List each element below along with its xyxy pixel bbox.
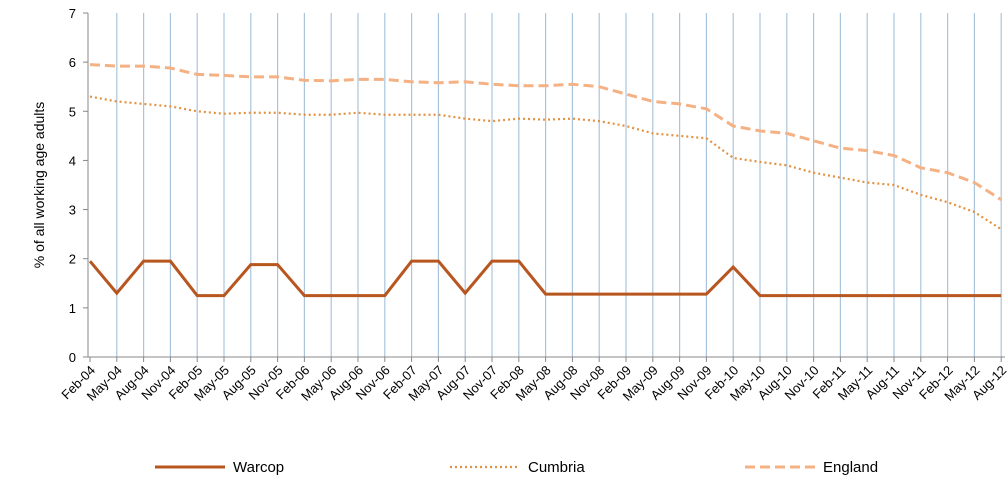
y-tick-label: 4 [69,153,76,168]
y-tick-label: 3 [69,203,76,218]
y-tick-label: 2 [69,252,76,267]
y-tick-label: 5 [69,104,76,119]
y-tick-label: 6 [69,55,76,70]
series-line [88,259,1002,298]
y-tick-label: 1 [69,301,76,316]
y-tick-label: 0 [69,350,76,365]
legend-label: Cumbria [528,459,585,476]
legend-label: England [823,459,878,476]
y-tick-label: 7 [69,6,76,21]
y-axis-label: % of all working age adults [31,102,47,269]
series-line [89,63,1003,202]
legend-label: Warcop [233,459,284,476]
series-line [89,95,1002,231]
